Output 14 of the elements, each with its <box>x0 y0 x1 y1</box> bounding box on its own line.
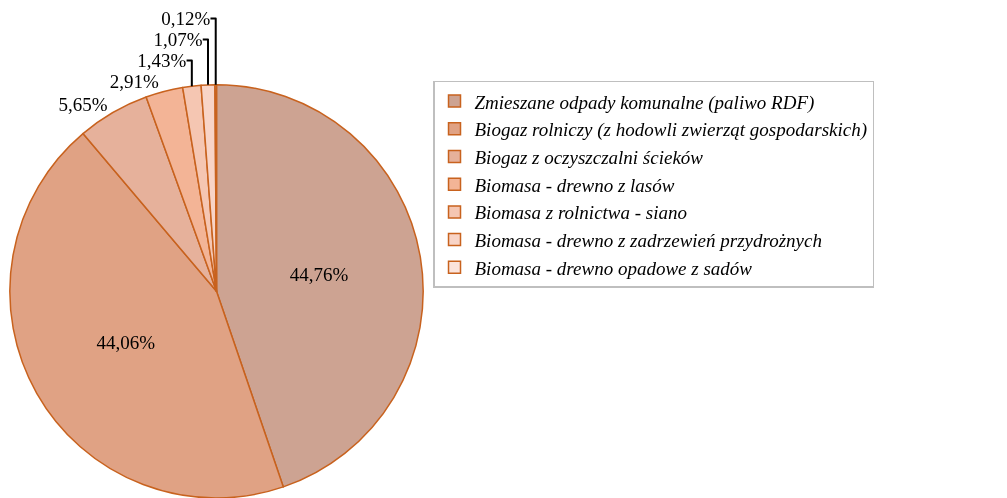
legend-label: Biomasa z rolnictwa - siano <box>474 202 688 224</box>
legend-label: Biogaz rolniczy (z hodowli zwierząt gospodarskich) <box>474 119 868 142</box>
legend-label: Biogaz z oczyszczalni ścieków <box>474 146 704 168</box>
legend-label: Biomasa - drewno z zadrzewień przydrożnych <box>474 230 822 252</box>
data-label: 44,76% <box>289 263 349 285</box>
data-label: 1,07% <box>153 29 203 51</box>
data-label: 1,43% <box>137 50 187 72</box>
data-label: 2,91% <box>109 71 159 93</box>
data-label: 5,65% <box>58 94 108 116</box>
data-label: 44,06% <box>96 332 156 354</box>
legend-label: Zmieszane odpady komunalne (paliwo RDF) <box>474 91 815 114</box>
data-label: 0,12% <box>161 8 211 30</box>
legend-label: Biomasa - drewno opadowe z sadów <box>474 257 753 279</box>
legend-label: Biomasa - drewno z lasów <box>474 174 675 196</box>
